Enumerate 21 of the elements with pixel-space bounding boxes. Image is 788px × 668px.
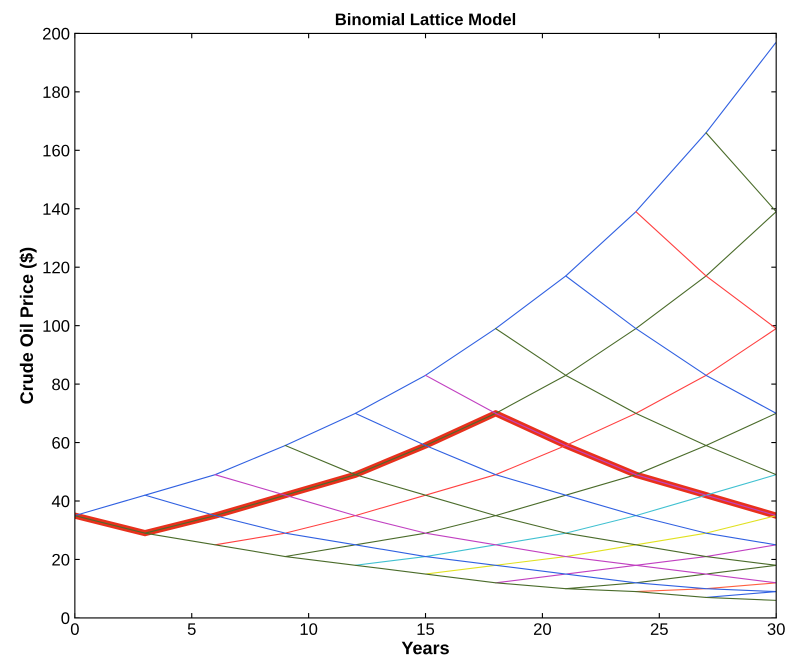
x-axis-title: Years (402, 642, 449, 654)
x-tick-label: 15 (418, 623, 434, 636)
y-axis-title: Crude Oil Price ($) (19, 248, 37, 404)
y-tick-label: 160 (43, 144, 70, 157)
chart-title: Binomial Lattice Model (336, 12, 516, 26)
x-tick-label: 5 (188, 623, 196, 636)
x-tick-label: 20 (534, 623, 552, 636)
x-tick-label: 25 (650, 623, 668, 636)
y-tick-label: 120 (43, 262, 70, 274)
x-tick-label: 30 (768, 623, 785, 636)
y-tick-label: 80 (52, 378, 70, 390)
y-tick-label: 60 (52, 436, 70, 449)
y-tick-label: 200 (43, 28, 70, 40)
y-tick-label: 100 (43, 320, 70, 332)
x-tick-label: 0 (70, 623, 79, 636)
x-tick-label: 10 (300, 623, 318, 636)
y-tick-label: 40 (52, 495, 70, 508)
y-tick-label: 180 (43, 86, 70, 98)
y-tick-label: 140 (43, 203, 70, 215)
y-tick-label: 20 (52, 554, 70, 566)
y-tick-label: 0 (61, 612, 70, 624)
